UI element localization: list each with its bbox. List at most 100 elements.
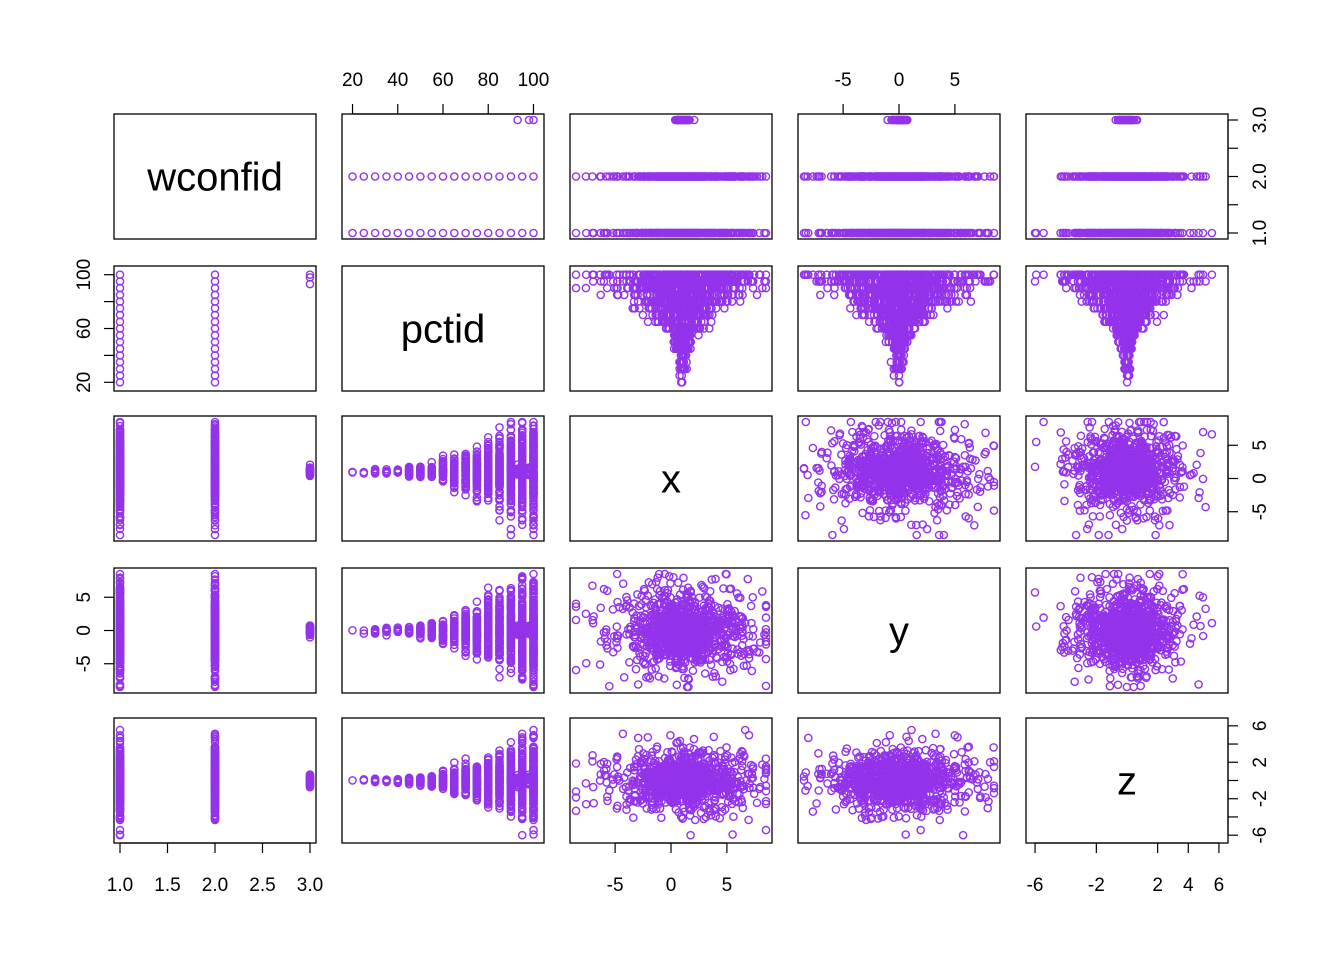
data-point: [588, 172, 597, 181]
data-point: [656, 172, 666, 181]
data-point: [438, 172, 448, 181]
panel-pctid-vs-z: [1025, 265, 1229, 392]
data-point: [730, 228, 740, 238]
data-point: [610, 172, 619, 181]
data-point: [621, 172, 631, 181]
data-point: [624, 172, 633, 181]
data-point: [713, 228, 723, 238]
data-point: [710, 228, 720, 238]
data-point: [382, 228, 391, 238]
data-point: [404, 228, 414, 238]
data-point: [506, 228, 516, 238]
data-point: [638, 310, 648, 320]
data-point: [696, 172, 706, 181]
data-point: [571, 270, 581, 280]
data-point: [581, 283, 591, 293]
panel-wconfid-vs-wconfid: wconfid: [113, 113, 317, 240]
data-point: [1152, 317, 1162, 327]
data-point: [529, 228, 538, 238]
data-point: [404, 172, 414, 181]
data-point: [449, 172, 459, 181]
panel-wconfid-vs-y: [797, 113, 1001, 240]
data-point: [571, 283, 581, 293]
data-point: [1187, 283, 1196, 293]
data-point: [524, 115, 534, 125]
panel-frame: [569, 113, 773, 240]
data-point: [760, 228, 769, 238]
data-point: [596, 290, 606, 300]
data-point: [359, 172, 369, 181]
data-point: [706, 172, 716, 181]
panel-pctid-vs-y: [797, 265, 1001, 392]
data-point: [642, 228, 652, 238]
panel-pctid-vs-x: [569, 265, 773, 392]
data-point: [1031, 270, 1041, 280]
data-point: [727, 172, 736, 181]
data-point: [495, 172, 504, 181]
data-point: [755, 228, 764, 238]
data-point: [513, 115, 522, 125]
data-point: [735, 228, 744, 238]
data-point: [739, 172, 749, 181]
data-point: [1030, 277, 1040, 286]
data-point: [600, 228, 610, 238]
data-point: [679, 172, 689, 181]
data-point: [695, 228, 704, 238]
panel-frame: [113, 113, 317, 240]
data-point: [427, 172, 437, 181]
data-point: [710, 172, 720, 181]
data-point: [438, 228, 448, 238]
panel-frame: [341, 113, 545, 240]
data-point: [1207, 270, 1217, 280]
data-point: [517, 172, 527, 181]
panel-wconfid-vs-x: [569, 113, 773, 240]
data-point: [647, 228, 657, 238]
data-point: [671, 228, 680, 238]
panel-x-vs-wconfid: [113, 415, 317, 542]
data-point: [449, 228, 459, 238]
data-point: [651, 228, 661, 238]
data-point: [1039, 270, 1048, 280]
data-point: [1159, 310, 1169, 320]
data-point: [416, 172, 425, 181]
data-point: [517, 228, 527, 238]
data-point: [589, 228, 599, 238]
data-point: [529, 172, 538, 181]
data-point: [348, 172, 357, 181]
data-point: [615, 228, 624, 238]
data-point: [461, 172, 470, 181]
data-point: [644, 172, 654, 181]
data-point: [668, 228, 677, 238]
panel-wconfid-vs-pctid: [341, 113, 545, 240]
data-point: [483, 172, 493, 181]
data-point: [719, 228, 729, 238]
data-point: [675, 172, 685, 181]
data-point: [748, 172, 758, 181]
data-point: [737, 172, 746, 181]
data-point: [716, 228, 726, 238]
data-point: [966, 297, 976, 306]
data-point: [495, 228, 504, 238]
diagonal-label-pctid: pctid: [401, 308, 486, 352]
data-point: [571, 172, 581, 181]
data-point: [601, 172, 611, 181]
data-point: [623, 228, 632, 238]
panel-pctid-vs-pctid: pctid: [341, 265, 545, 392]
data-point: [382, 172, 391, 181]
data-point: [704, 228, 714, 238]
data-point: [643, 317, 653, 327]
data-point: [571, 228, 581, 238]
data-point: [846, 303, 855, 313]
data-point: [1207, 228, 1217, 238]
data-point: [761, 172, 771, 181]
data-point: [581, 172, 591, 181]
data-point: [348, 228, 357, 238]
data-point: [495, 516, 504, 525]
data-point: [416, 228, 425, 238]
data-point: [506, 172, 516, 181]
data-point: [752, 290, 762, 300]
data-point: [1039, 228, 1048, 238]
data-point: [666, 172, 676, 181]
data-point: [638, 228, 648, 238]
